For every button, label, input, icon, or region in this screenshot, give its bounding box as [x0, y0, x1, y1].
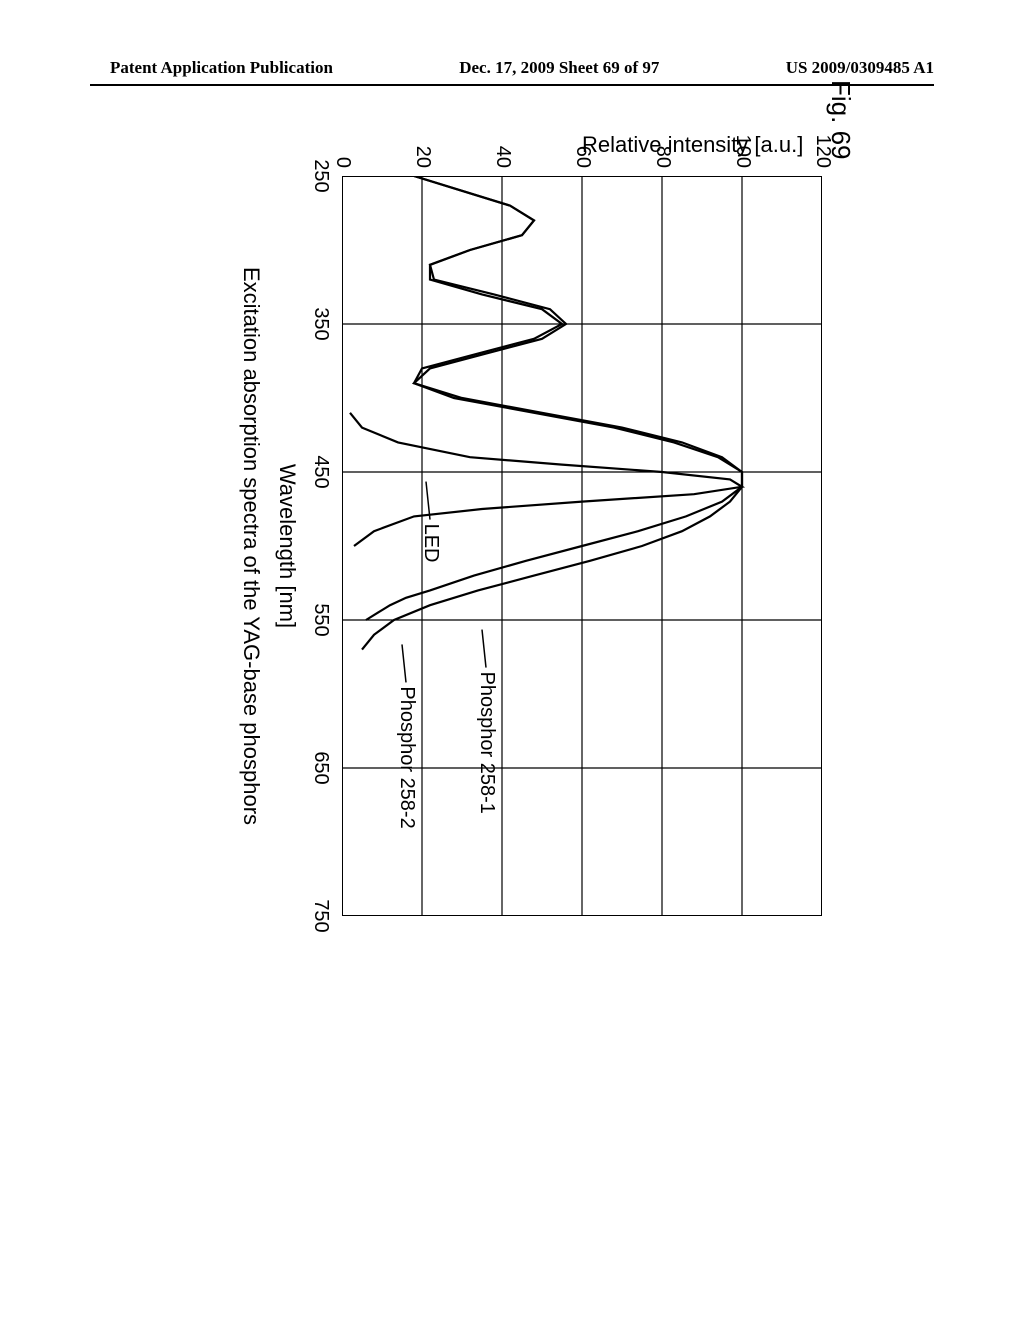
x-tick-label: 550: [309, 590, 332, 650]
x-tick-label: 650: [309, 738, 332, 798]
y-tick-label: 20: [411, 128, 434, 168]
y-tick-label: 40: [491, 128, 514, 168]
header-center: Dec. 17, 2009 Sheet 69 of 97: [459, 58, 659, 78]
header-right: US 2009/0309485 A1: [786, 58, 934, 78]
series-label-phosphor-258-1: Phosphor 258-1: [475, 672, 498, 814]
page-header: Patent Application Publication Dec. 17, …: [0, 58, 1024, 78]
series-label-led: LED: [419, 524, 442, 563]
y-axis-label: Relative intensity [a.u.]: [582, 132, 803, 158]
x-tick-label: 750: [309, 886, 332, 946]
figure-69: Fig. 69 020406080100120 2503504505506507…: [162, 80, 862, 980]
y-tick-label: 120: [811, 128, 834, 168]
x-tick-label: 250: [309, 146, 332, 206]
x-tick-label: 350: [309, 294, 332, 354]
series-label-phosphor-258-2: Phosphor 258-2: [395, 686, 418, 828]
chart-caption: Excitation absorption spectra of the YAG…: [238, 176, 264, 916]
x-axis-label: Wavelength [nm]: [274, 176, 300, 916]
header-left: Patent Application Publication: [110, 58, 333, 78]
x-tick-label: 450: [309, 442, 332, 502]
y-tick-label: 0: [331, 128, 354, 168]
